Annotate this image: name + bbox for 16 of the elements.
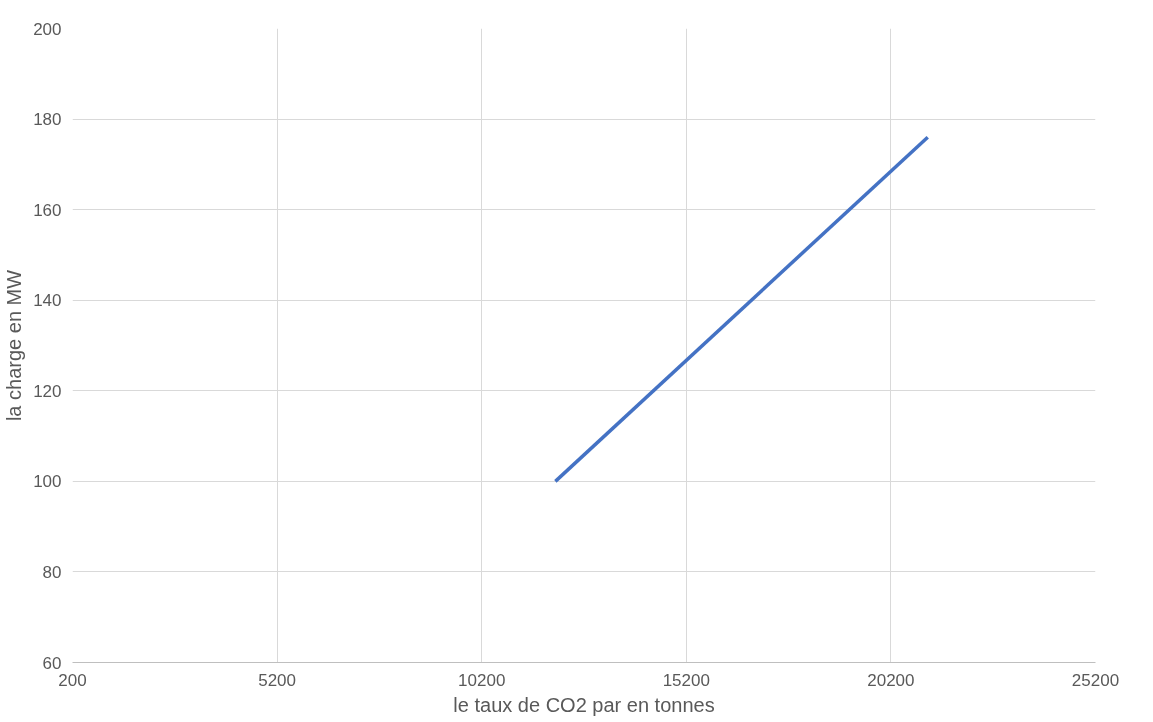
y-tick-label: 200 [33,19,62,39]
y-tick-label: 100 [33,472,62,492]
x-tick-label: 10200 [458,670,506,690]
x-tick-label: 5200 [258,670,297,690]
y-tick-label: 140 [33,291,62,311]
y-tick-label: 120 [33,381,62,401]
x-tick-label: 25200 [1071,670,1120,690]
y-tick-label: 60 [42,653,62,673]
x-tick-label: 20200 [867,670,915,690]
y-tick-label: 160 [33,200,62,220]
x-tick-label: 15200 [662,670,710,690]
x-axis-title: le taux de CO2 par en tonnes [453,693,715,716]
y-tick-label: 80 [42,562,62,582]
x-tick-label: 200 [58,670,87,690]
y-axis-title: la charge en MW [3,269,26,422]
y-tick-label: 180 [33,110,62,130]
